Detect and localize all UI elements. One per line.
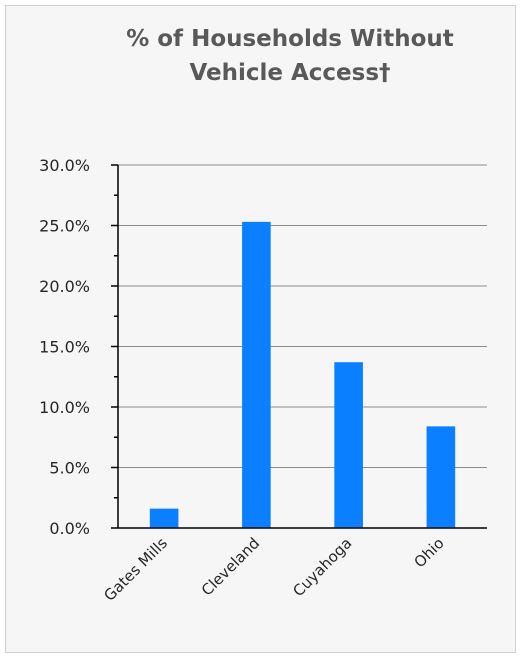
y-tick-label: 0.0% xyxy=(49,519,90,538)
x-category-label: Ohio xyxy=(410,534,447,571)
bar xyxy=(426,426,456,528)
x-category-label: Gates Mills xyxy=(100,534,171,605)
x-category-labels: Gates Mills Cleveland Cuyahoga Ohio xyxy=(100,534,447,605)
bars xyxy=(149,221,456,528)
chart-title-line-2: Vehicle Access† xyxy=(189,60,390,86)
y-tick-label: 20.0% xyxy=(39,277,90,296)
y-tick-label: 25.0% xyxy=(39,217,90,236)
y-tick-label: 30.0% xyxy=(39,156,90,175)
bar xyxy=(242,221,271,528)
bar xyxy=(149,508,179,528)
chart-title-line-1: % of Households Without xyxy=(126,26,454,52)
y-tick-label: 15.0% xyxy=(39,338,90,357)
bar xyxy=(334,362,363,528)
y-tick-label: 5.0% xyxy=(49,459,90,478)
x-category-label: Cleveland xyxy=(198,534,263,599)
x-category-label: Cuyahoga xyxy=(289,534,355,600)
gridlines xyxy=(118,164,487,468)
y-tick-labels: 0.0% 5.0% 10.0% 15.0% 20.0% 25.0% 30.0% xyxy=(39,156,90,538)
axes xyxy=(111,164,487,529)
y-tick-label: 10.0% xyxy=(39,398,90,417)
